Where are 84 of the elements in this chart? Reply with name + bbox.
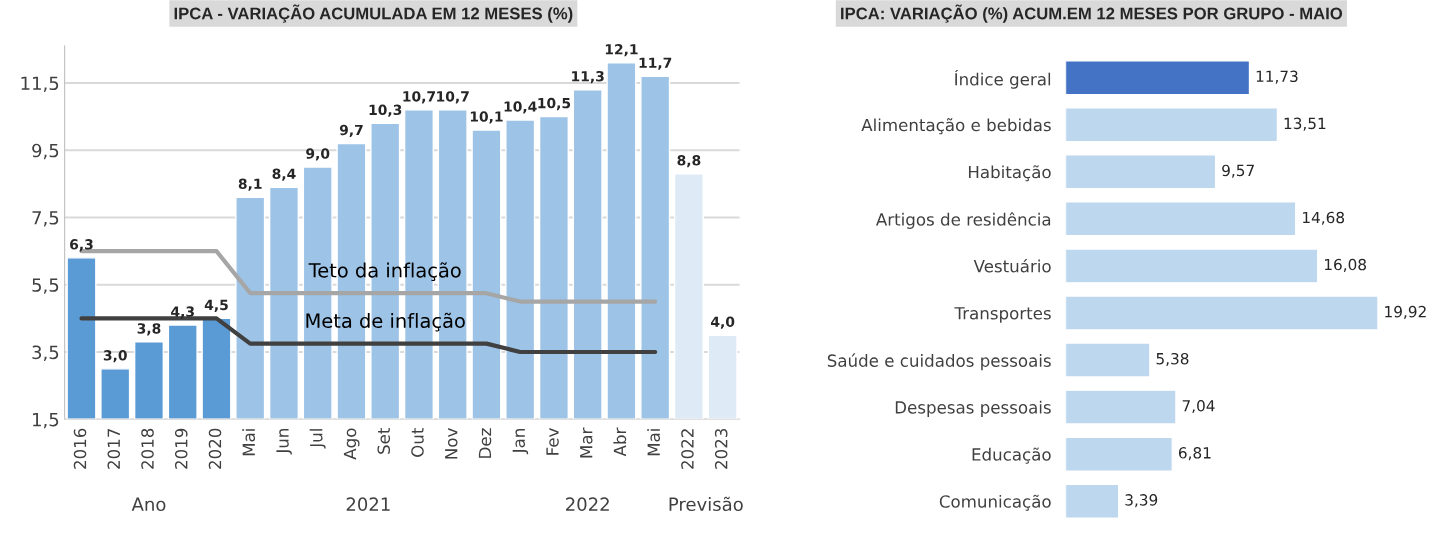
data-label: 9,57: [1222, 164, 1254, 178]
x-tick-label: Jan: [512, 429, 529, 455]
data-label: 8,4: [272, 168, 296, 181]
data-label: 8,1: [238, 178, 262, 191]
x-tick-label: 2020: [208, 428, 222, 469]
series-label: Meta de inflação: [306, 312, 465, 332]
bar: [1065, 154, 1217, 190]
data-label: 10,1: [470, 111, 503, 124]
x-tick-label: Mai: [647, 429, 661, 456]
data-label: 8,8: [677, 155, 701, 168]
data-label: 11,73: [1256, 70, 1298, 84]
x-tick-label: 2023: [714, 428, 728, 469]
chart-title: IPCA - VARIAÇÃO ACUMULADA EM 12 MESES (%): [174, 4, 573, 23]
bar: [1065, 201, 1297, 237]
data-label: 3,0: [103, 350, 127, 363]
data-label: 6,3: [70, 239, 93, 252]
y-tick-label: Habitação: [968, 165, 1051, 182]
y-tick-label: 7,5: [32, 211, 59, 227]
data-label: 3,39: [1125, 494, 1158, 508]
data-label: 10,7: [403, 91, 435, 104]
x-tick-label: Mai: [242, 429, 256, 456]
bar: [1065, 342, 1151, 378]
y-tick-label: Alimentação e bebidas: [861, 118, 1051, 135]
x-tick-label: Ago: [343, 428, 360, 460]
data-label: 3,8: [137, 323, 161, 336]
data-label: 9,7: [339, 124, 363, 138]
x-tick-label: Dez: [478, 428, 492, 458]
data-label: 19,92: [1385, 305, 1426, 319]
data-label: 11,7: [639, 57, 672, 70]
x-tick-label: Jun: [276, 429, 292, 455]
x-tick-label: Jul: [309, 429, 326, 449]
y-tick-label: 9,5: [32, 143, 59, 160]
bar: [1065, 295, 1379, 331]
bar: [1065, 59, 1251, 96]
data-label: 9,0: [306, 148, 330, 161]
y-tick-label: Educação: [972, 447, 1051, 464]
y-tick-label: 3,5: [32, 345, 59, 361]
chart-title: IPCA: VARIAÇÃO (%) ACUM.EM 12 MESES POR GRUPO - MAIO: [841, 4, 1343, 23]
data-label: 12,1: [605, 44, 638, 57]
y-tick-label: Índice geral: [955, 69, 1051, 89]
series-label: Teto da inflação: [308, 262, 461, 282]
text: 2021: [346, 497, 390, 512]
text: Previsão: [669, 496, 743, 512]
data-label: 11,3: [572, 70, 604, 84]
text: 2022: [566, 497, 609, 512]
text: Ano: [131, 497, 166, 512]
x-tick-label: 2022: [681, 429, 694, 469]
data-label: 7,04: [1182, 399, 1215, 414]
data-label: 10,3: [369, 104, 402, 117]
data-label: 10,7: [437, 91, 469, 104]
y-tick-label: Despesas pessoais: [895, 400, 1051, 417]
data-label: 16,08: [1324, 258, 1366, 272]
x-tick-label: 2016: [73, 428, 87, 469]
data-label: 10,5: [538, 97, 571, 111]
y-tick-label: Saúde e cuidados pessoais: [827, 353, 1051, 371]
data-label: 6,81: [1178, 447, 1211, 461]
x-tick-label: 2017: [107, 429, 121, 469]
data-label: 13,51: [1284, 117, 1326, 131]
y-tick-label: Transportes: [954, 307, 1051, 323]
bar: [1065, 389, 1177, 425]
bar: [1065, 248, 1319, 284]
x-tick-label: Set: [377, 428, 391, 454]
x-tick-label: Nov: [445, 428, 458, 459]
data-label: 10,4: [504, 101, 537, 114]
y-tick-label: 11,5: [21, 76, 59, 92]
y-tick-label: Comunicação: [939, 494, 1051, 511]
y-tick-label: Artigos de residência: [876, 212, 1051, 229]
x-tick-label: 2019: [174, 428, 188, 469]
x-tick-label: Fev: [546, 428, 559, 455]
data-label: 14,68: [1303, 211, 1345, 225]
y-tick-label: Vestuário: [973, 258, 1051, 273]
data-label: 4,0: [710, 316, 735, 329]
data-label: 4,3: [171, 306, 194, 319]
y-tick-label: 1,5: [33, 412, 59, 429]
x-tick-label: Out: [411, 428, 424, 457]
x-tick-label: Abr: [613, 427, 627, 457]
x-tick-label: Mar: [580, 427, 593, 458]
data-label: 4,5: [204, 299, 228, 312]
bar: [1065, 107, 1279, 143]
bar: [1065, 483, 1120, 519]
data-label: 5,38: [1156, 352, 1189, 367]
bar: [1065, 436, 1174, 472]
y-tick-label: 5,5: [32, 278, 59, 294]
x-tick-label: 2018: [141, 428, 154, 469]
